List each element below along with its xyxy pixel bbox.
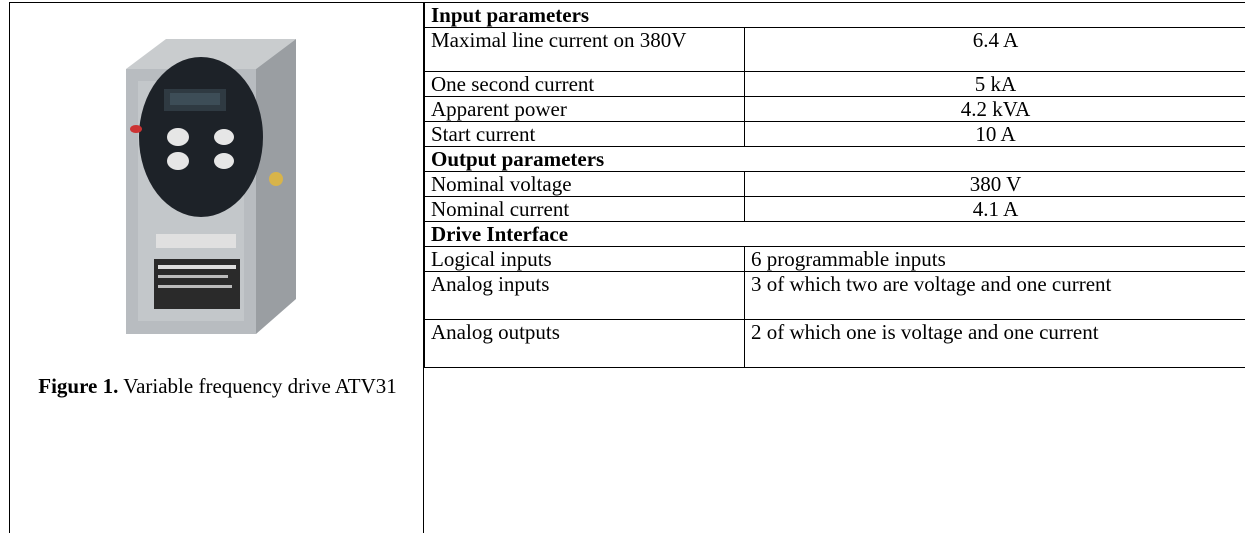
row-value: 4.2 kVA <box>743 96 1245 122</box>
row-value: 3 of which two are voltage and one curre… <box>743 271 1245 320</box>
row-label: Analog outputs <box>424 319 745 368</box>
table-row: Maximal line current on 380V 6.4 A <box>424 27 1245 72</box>
row-value: 5 kA <box>743 71 1245 97</box>
row-label: Apparent power <box>424 96 745 122</box>
table-row: Nominal voltage 380 V <box>424 171 1245 197</box>
row-label: One second current <box>424 71 745 97</box>
row-value: 2 of which one is voltage and one curren… <box>743 319 1245 368</box>
spec-table: Input parameters Maximal line current on … <box>423 2 1245 368</box>
figure-cell: Figure 1. Variable frequency drive ATV31 <box>9 2 424 533</box>
caption-text: Variable frequency drive ATV31 <box>123 374 397 398</box>
table-row: One second current 5 kA <box>424 71 1245 97</box>
row-value: 380 V <box>743 171 1245 197</box>
row-value: 10 A <box>743 121 1245 147</box>
table-row: Analog outputs 2 of which one is voltage … <box>424 319 1245 368</box>
row-label: Nominal voltage <box>424 171 745 197</box>
section-row: Output parameters <box>423 146 1245 172</box>
row-label: Start current <box>424 121 745 147</box>
table-row: Logical inputs 6 programmable inputs <box>424 246 1245 272</box>
section-title: Output parameters <box>423 146 1245 172</box>
drive-image <box>126 39 296 334</box>
figure-caption: Figure 1. Variable frequency drive ATV31 <box>30 372 405 400</box>
section-title: Input parameters <box>423 2 1245 28</box>
table-row: Start current 10 A <box>424 121 1245 147</box>
row-label: Analog inputs <box>424 271 745 320</box>
caption-label: Figure 1. <box>38 374 119 398</box>
row-label: Nominal current <box>424 196 745 222</box>
row-value: 4.1 A <box>743 196 1245 222</box>
row-value: 6 programmable inputs <box>743 246 1245 272</box>
row-label: Logical inputs <box>424 246 745 272</box>
table-row: Analog inputs 3 of which two are voltage … <box>424 271 1245 320</box>
section-row: Input parameters <box>423 2 1245 28</box>
table-row: Apparent power 4.2 kVA <box>424 96 1245 122</box>
section-row: Drive Interface <box>423 221 1245 247</box>
row-label: Maximal line current on 380V <box>424 27 745 72</box>
row-value: 6.4 A <box>743 27 1245 72</box>
table-row: Nominal current 4.1 A <box>424 196 1245 222</box>
section-title: Drive Interface <box>423 221 1245 247</box>
